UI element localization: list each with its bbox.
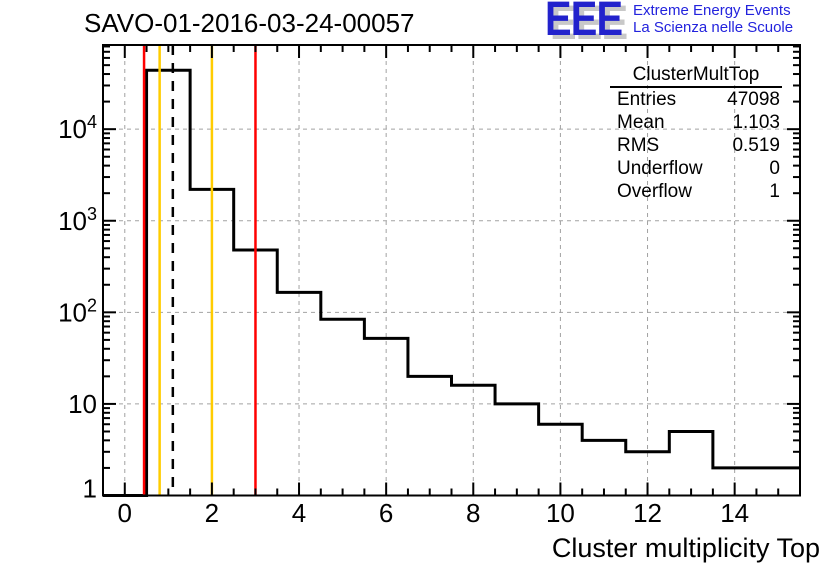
x-axis-title: Cluster multiplicity Top [551,533,820,563]
stats-title: ClusterMultTop [610,64,782,88]
eee-logo-line2: La Scienza nelle Scuole [633,19,794,36]
x-tick-label: 14 [720,498,749,528]
stats-label: Mean [617,112,665,133]
stats-value: 0.519 [732,135,780,156]
stats-row-entries: Entries 47098 [610,88,782,111]
eee-logo-acronym: EEE [545,0,623,46]
stats-row-rms: RMS 0.519 [610,134,782,157]
stats-value: 1.103 [732,112,780,133]
x-tick-label: 6 [379,498,393,528]
stats-row-mean: Mean 1.103 [610,111,782,134]
eee-logo-line1: Extreme Energy Events [633,2,791,19]
stats-label: Overflow [617,181,692,202]
stats-row-underflow: Underflow 0 [610,157,782,180]
y-tick-label: 1 [83,474,97,504]
axis-ticks [103,45,800,497]
stats-row-overflow: Overflow 1 [610,180,782,203]
x-tick-label: 8 [466,498,480,528]
histogram-line [103,68,800,497]
y-tick-label: 103 [58,204,97,236]
y-tick-label: 104 [58,112,97,144]
stats-box: ClusterMultTop Entries 47098 Mean 1.103 … [610,64,782,203]
x-tick-label: 12 [633,498,662,528]
stats-label: Underflow [617,158,703,179]
x-tick-label: 0 [118,498,132,528]
y-tick-label: 102 [58,295,97,327]
stats-value: 47098 [727,89,780,110]
eee-logo-text: Extreme Energy Events La Scienza nelle S… [633,2,793,36]
reference-lines [142,45,257,496]
stats-value: 1 [769,181,780,202]
x-tick-label: 4 [292,498,306,528]
axis-labels: 0 2 4 6 8 10 12 14 1 10 102 103 104 [58,112,749,528]
stats-label: RMS [617,135,660,156]
stats-label: Entries [617,89,677,110]
plot-title: SAVO-01-2016-03-24-00057 [84,8,415,38]
y-tick-label: 10 [68,389,97,419]
x-tick-label: 10 [546,498,575,528]
stats-value: 0 [769,158,780,179]
x-tick-label: 2 [205,498,219,528]
